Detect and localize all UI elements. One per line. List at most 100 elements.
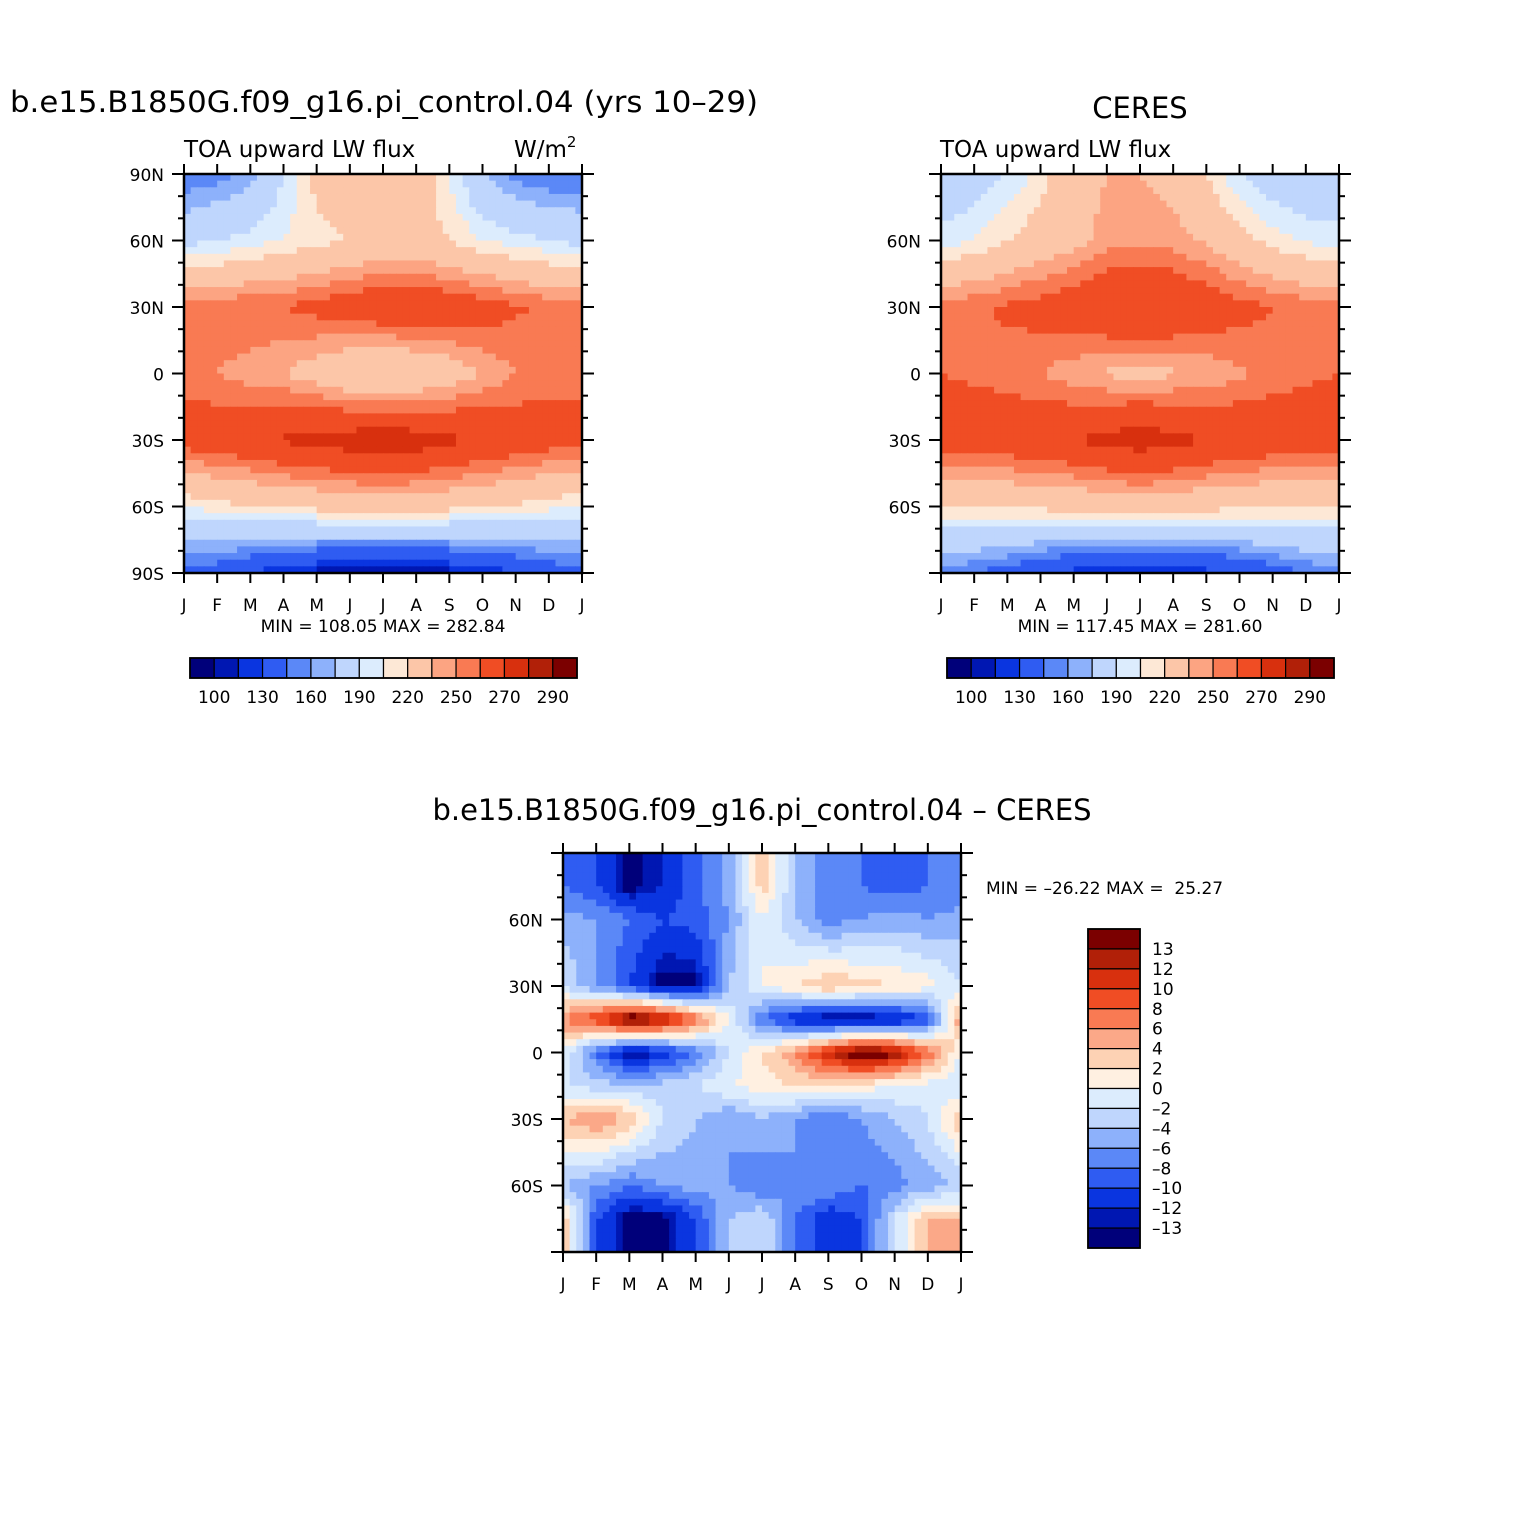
panel-model-cell	[455, 207, 464, 215]
panel-model-cell	[316, 479, 324, 488]
panel-model-cell	[416, 479, 424, 488]
panel-model-cell	[502, 559, 510, 567]
panel-model-cell	[197, 293, 205, 301]
panel-model-cell	[296, 346, 304, 355]
panel-model-cell	[416, 220, 424, 228]
panel-obs-cell	[1252, 193, 1260, 202]
panel-model-cell	[409, 453, 417, 461]
panel-obs-cell	[1332, 307, 1340, 315]
panel-model-cell	[542, 174, 550, 182]
panel-model-cell	[495, 353, 503, 361]
panel-model-cell	[376, 566, 384, 574]
panel-model-cell	[542, 513, 550, 521]
panel-obs-cell	[1073, 187, 1081, 195]
panel-model-cell	[568, 519, 576, 528]
panel-model-cell	[203, 213, 212, 222]
panel-model-cell	[283, 253, 291, 262]
panel-model-cell	[363, 247, 371, 255]
panel-model-cell	[442, 446, 450, 454]
panel-model-cell	[184, 280, 192, 288]
panel-model-cell	[203, 320, 212, 328]
panel-model-cell	[203, 426, 212, 434]
panel-model-cell	[349, 320, 358, 328]
panel-model-cell	[349, 486, 358, 494]
panel-model-cell	[237, 479, 245, 488]
panel-model-cell	[343, 193, 351, 202]
panel-model-cell	[389, 360, 397, 368]
panel-model-cell	[243, 300, 251, 308]
panel-model-cell	[528, 174, 537, 182]
panel-model-cell	[522, 366, 530, 375]
panel-obs-cell	[1219, 293, 1227, 301]
panel-model-cell	[475, 486, 484, 494]
panel-model-cell	[409, 260, 417, 268]
panel-model-cell	[270, 493, 278, 501]
panel-model-cell	[548, 273, 557, 281]
panel-model-cell	[270, 440, 278, 448]
panel-model-cell	[535, 486, 543, 494]
panel-model-cell	[548, 207, 557, 215]
panel-obs-cell	[1013, 180, 1022, 188]
panel-obs-cell	[974, 307, 982, 315]
panel-obs-cell	[1332, 247, 1340, 255]
panel-obs-cell	[1113, 227, 1121, 235]
panel-model-cell	[462, 200, 470, 208]
panel-model-cell	[575, 253, 583, 262]
panel-model-cell	[276, 380, 285, 388]
panel-model-cell	[509, 333, 517, 341]
panel-model-cell	[449, 253, 457, 262]
panel-obs-cell	[1292, 187, 1300, 195]
panel-model-cell	[230, 440, 238, 448]
panel-obs-cell	[947, 180, 955, 188]
panel-model-cell	[502, 220, 510, 228]
panel-model-cell	[290, 513, 298, 521]
panel-obs-cell	[1299, 220, 1307, 228]
panel-model-cell	[316, 506, 324, 514]
panel-model-cell	[442, 420, 450, 428]
panel-obs-cell	[954, 287, 962, 295]
panel-obs-cell	[1047, 307, 1055, 315]
panel-obs-cell	[1319, 207, 1327, 215]
panel-model-cell	[409, 340, 417, 348]
panel-model-cell	[276, 360, 285, 368]
panel-model-cell	[462, 486, 470, 494]
panel-model-cell	[469, 393, 477, 401]
panel-obs-cell	[1212, 253, 1221, 262]
panel-obs-cell	[1146, 260, 1154, 268]
panel-model-cell	[184, 553, 192, 561]
panel-model-cell	[276, 200, 285, 208]
panel-obs-cell	[1140, 187, 1148, 195]
panel-model-cell	[482, 220, 490, 228]
panel-model-cell	[455, 499, 464, 508]
panel-model-cell	[336, 247, 344, 255]
panel-obs-cell	[1047, 174, 1055, 182]
panel-model-cell	[303, 486, 311, 494]
panel-model-cell	[475, 499, 484, 508]
panel-obs-cell	[1193, 273, 1201, 281]
panel-obs-cell	[1033, 313, 1042, 321]
panel-model-cell	[184, 293, 192, 301]
panel-obs-cell	[1133, 253, 1141, 262]
panel-model-cell	[230, 220, 238, 228]
panel-obs-cell	[1319, 300, 1327, 308]
panel-model-cell	[422, 353, 431, 361]
panel-obs-cell	[1246, 180, 1254, 188]
panel-model-cell	[210, 426, 218, 434]
panel-model-cell	[555, 433, 563, 441]
panel-model-cell	[429, 479, 437, 488]
panel-model-cell	[429, 413, 437, 421]
panel-model-cell	[310, 393, 318, 401]
panel-obs-cell	[1106, 207, 1115, 215]
panel-model-cell	[436, 420, 444, 428]
panel-obs-cell	[1080, 240, 1088, 248]
panel-model-cell	[310, 227, 318, 235]
panel-obs-cell	[1140, 213, 1148, 222]
panel-model-cell	[369, 307, 377, 315]
panel-model-cell	[548, 426, 557, 434]
panel-obs-cell	[1067, 267, 1075, 275]
panel-model-cell	[409, 380, 417, 388]
panel-model-cell	[482, 533, 490, 541]
panel-model-cell	[290, 433, 298, 441]
panel-obs-cell	[1146, 300, 1154, 308]
panel-model-cell	[276, 260, 285, 268]
